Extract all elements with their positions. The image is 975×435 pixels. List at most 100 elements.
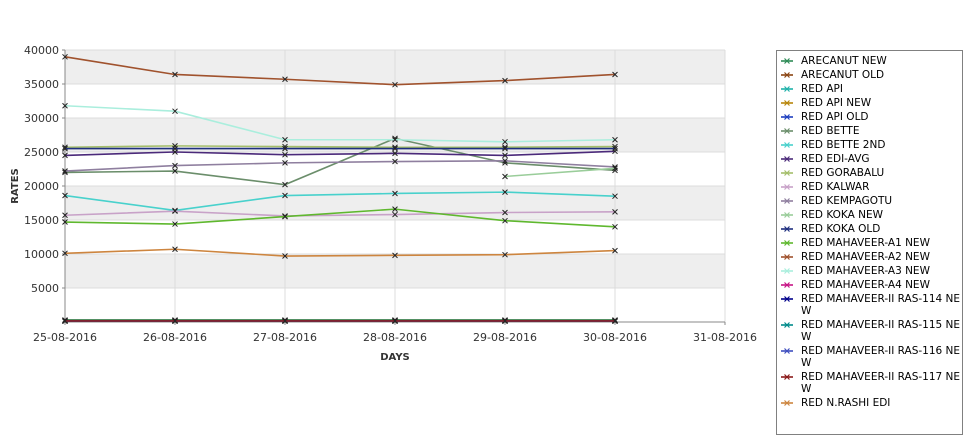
data-point-marker <box>502 138 508 145</box>
data-point-marker <box>172 71 178 78</box>
legend-swatch-icon <box>781 226 793 232</box>
x-tick-label: 29-08-2016 <box>473 331 537 344</box>
x-tick-label: 31-08-2016 <box>693 331 757 344</box>
y-tick-label: 10000 <box>24 248 59 261</box>
data-point-marker <box>392 318 398 324</box>
legend-label: RED EDI-AVG <box>801 153 870 165</box>
legend-label: ARECANUT NEW <box>801 55 887 67</box>
data-point-marker <box>62 318 68 324</box>
series <box>62 148 618 159</box>
legend-swatch-icon <box>781 156 793 162</box>
legend-item: RED KOKA OLD <box>777 223 962 235</box>
series-line <box>64 104 616 143</box>
legend-label: RED N.RASHI EDI <box>801 397 891 409</box>
x-tick-label: 27-08-2016 <box>253 331 317 344</box>
data-point-marker <box>282 253 288 259</box>
legend-item: ARECANUT OLD <box>777 69 962 81</box>
data-point-marker <box>172 208 178 215</box>
data-point-marker <box>612 247 618 254</box>
series <box>62 246 618 259</box>
legend-swatch-icon <box>781 58 793 64</box>
data-point-marker <box>62 212 68 219</box>
data-point-marker <box>612 145 618 152</box>
data-point-marker <box>172 168 178 174</box>
legend-label: RED KALWAR <box>801 181 870 193</box>
legend-label: RED MAHAVEER-II RAS-116 NEW <box>801 345 961 369</box>
data-point-marker <box>392 81 398 88</box>
legend-item: RED API <box>777 83 962 95</box>
legend-label: RED KOKA OLD <box>801 223 881 235</box>
legend-item: ARECANUT NEW <box>777 55 962 67</box>
series-line <box>504 167 616 178</box>
legend-item: RED KALWAR <box>777 181 962 193</box>
legend-item: RED KEMPAGOTU <box>777 195 962 207</box>
legend-item: RED MAHAVEER-II RAS-116 NEW <box>777 345 962 369</box>
data-point-marker <box>392 136 398 143</box>
legend-item: RED MAHAVEER-II RAS-114 NEW <box>777 293 962 317</box>
series-line <box>64 150 616 157</box>
x-axis-ticks: 25-08-2016 26-08-2016 27-08-2016 28-08-2016… <box>33 322 757 344</box>
data-point-marker <box>172 221 178 227</box>
data-point-marker <box>392 190 398 197</box>
legend-label: RED BETTE <box>801 125 860 137</box>
legend-swatch-icon <box>781 282 793 288</box>
series-line <box>64 208 616 228</box>
legend-item: RED BETTE 2ND <box>777 139 962 151</box>
legend-swatch-icon <box>781 114 793 120</box>
data-point-marker <box>502 77 508 84</box>
data-point-marker <box>502 209 508 216</box>
series-line <box>64 248 616 257</box>
legend-label: RED API NEW <box>801 97 872 109</box>
legend-swatch-icon <box>781 322 793 328</box>
legend-swatch-icon <box>781 128 793 134</box>
data-point-marker <box>392 211 398 218</box>
legend-swatch-icon <box>781 170 793 176</box>
chart-legend: ARECANUT NEW ARECANUT OLD RED API RED API N… <box>776 50 963 435</box>
legend-item: RED MAHAVEER-II RAS-117 NEW <box>777 371 962 395</box>
legend-item: RED MAHAVEER-A2 NEW <box>777 251 962 263</box>
legend-label: RED API OLD <box>801 111 869 123</box>
legend-swatch-icon <box>781 374 793 380</box>
y-tick-label: 20000 <box>24 180 59 193</box>
legend-label: RED MAHAVEER-II RAS-114 NEW <box>801 293 961 317</box>
legend-item: RED KOKA NEW <box>777 209 962 221</box>
series <box>62 318 618 324</box>
legend-label: RED KEMPAGOTU <box>801 195 893 207</box>
legend-label: RED MAHAVEER-A3 NEW <box>801 265 930 277</box>
data-point-marker <box>612 318 618 324</box>
y-tick-label: 35000 <box>24 78 59 91</box>
legend-swatch-icon <box>781 184 793 190</box>
data-point-marker <box>62 168 68 174</box>
series-lines <box>62 53 618 324</box>
legend-label: RED GORABALU <box>801 167 885 179</box>
x-axis-label: DAYS <box>380 352 410 363</box>
legend-swatch-icon <box>781 348 793 354</box>
data-point-marker <box>62 145 68 152</box>
series <box>62 145 618 152</box>
data-point-marker <box>392 158 398 165</box>
legend-label: RED MAHAVEER-A4 NEW <box>801 279 930 291</box>
data-point-marker <box>62 152 68 159</box>
legend-item: RED EDI-AVG <box>777 153 962 165</box>
y-tick-label: 5000 <box>31 282 59 295</box>
legend-item: RED API OLD <box>777 111 962 123</box>
series-line <box>64 145 616 149</box>
series <box>62 102 618 145</box>
data-point-marker <box>172 318 178 324</box>
data-point-marker <box>282 213 288 220</box>
y-axis-ticks: 5000 10000 15000 20000 25000 30000 35000 40000 <box>24 44 65 295</box>
data-point-marker <box>282 192 288 199</box>
legend-swatch-icon <box>781 198 793 204</box>
legend-label: ARECANUT OLD <box>801 69 885 81</box>
series-line <box>64 191 616 212</box>
legend-item: RED N.RASHI EDI <box>777 397 962 409</box>
legend-item: RED GORABALU <box>777 167 962 179</box>
legend-swatch-icon <box>781 142 793 148</box>
legend-item: RED MAHAVEER-A1 NEW <box>777 237 962 249</box>
legend-label: RED KOKA NEW <box>801 209 884 221</box>
legend-swatch-icon <box>781 400 793 406</box>
data-point-marker <box>502 189 508 195</box>
y-axis-label: RATES <box>10 168 21 204</box>
x-tick-label: 26-08-2016 <box>143 331 207 344</box>
data-point-marker <box>172 246 178 253</box>
